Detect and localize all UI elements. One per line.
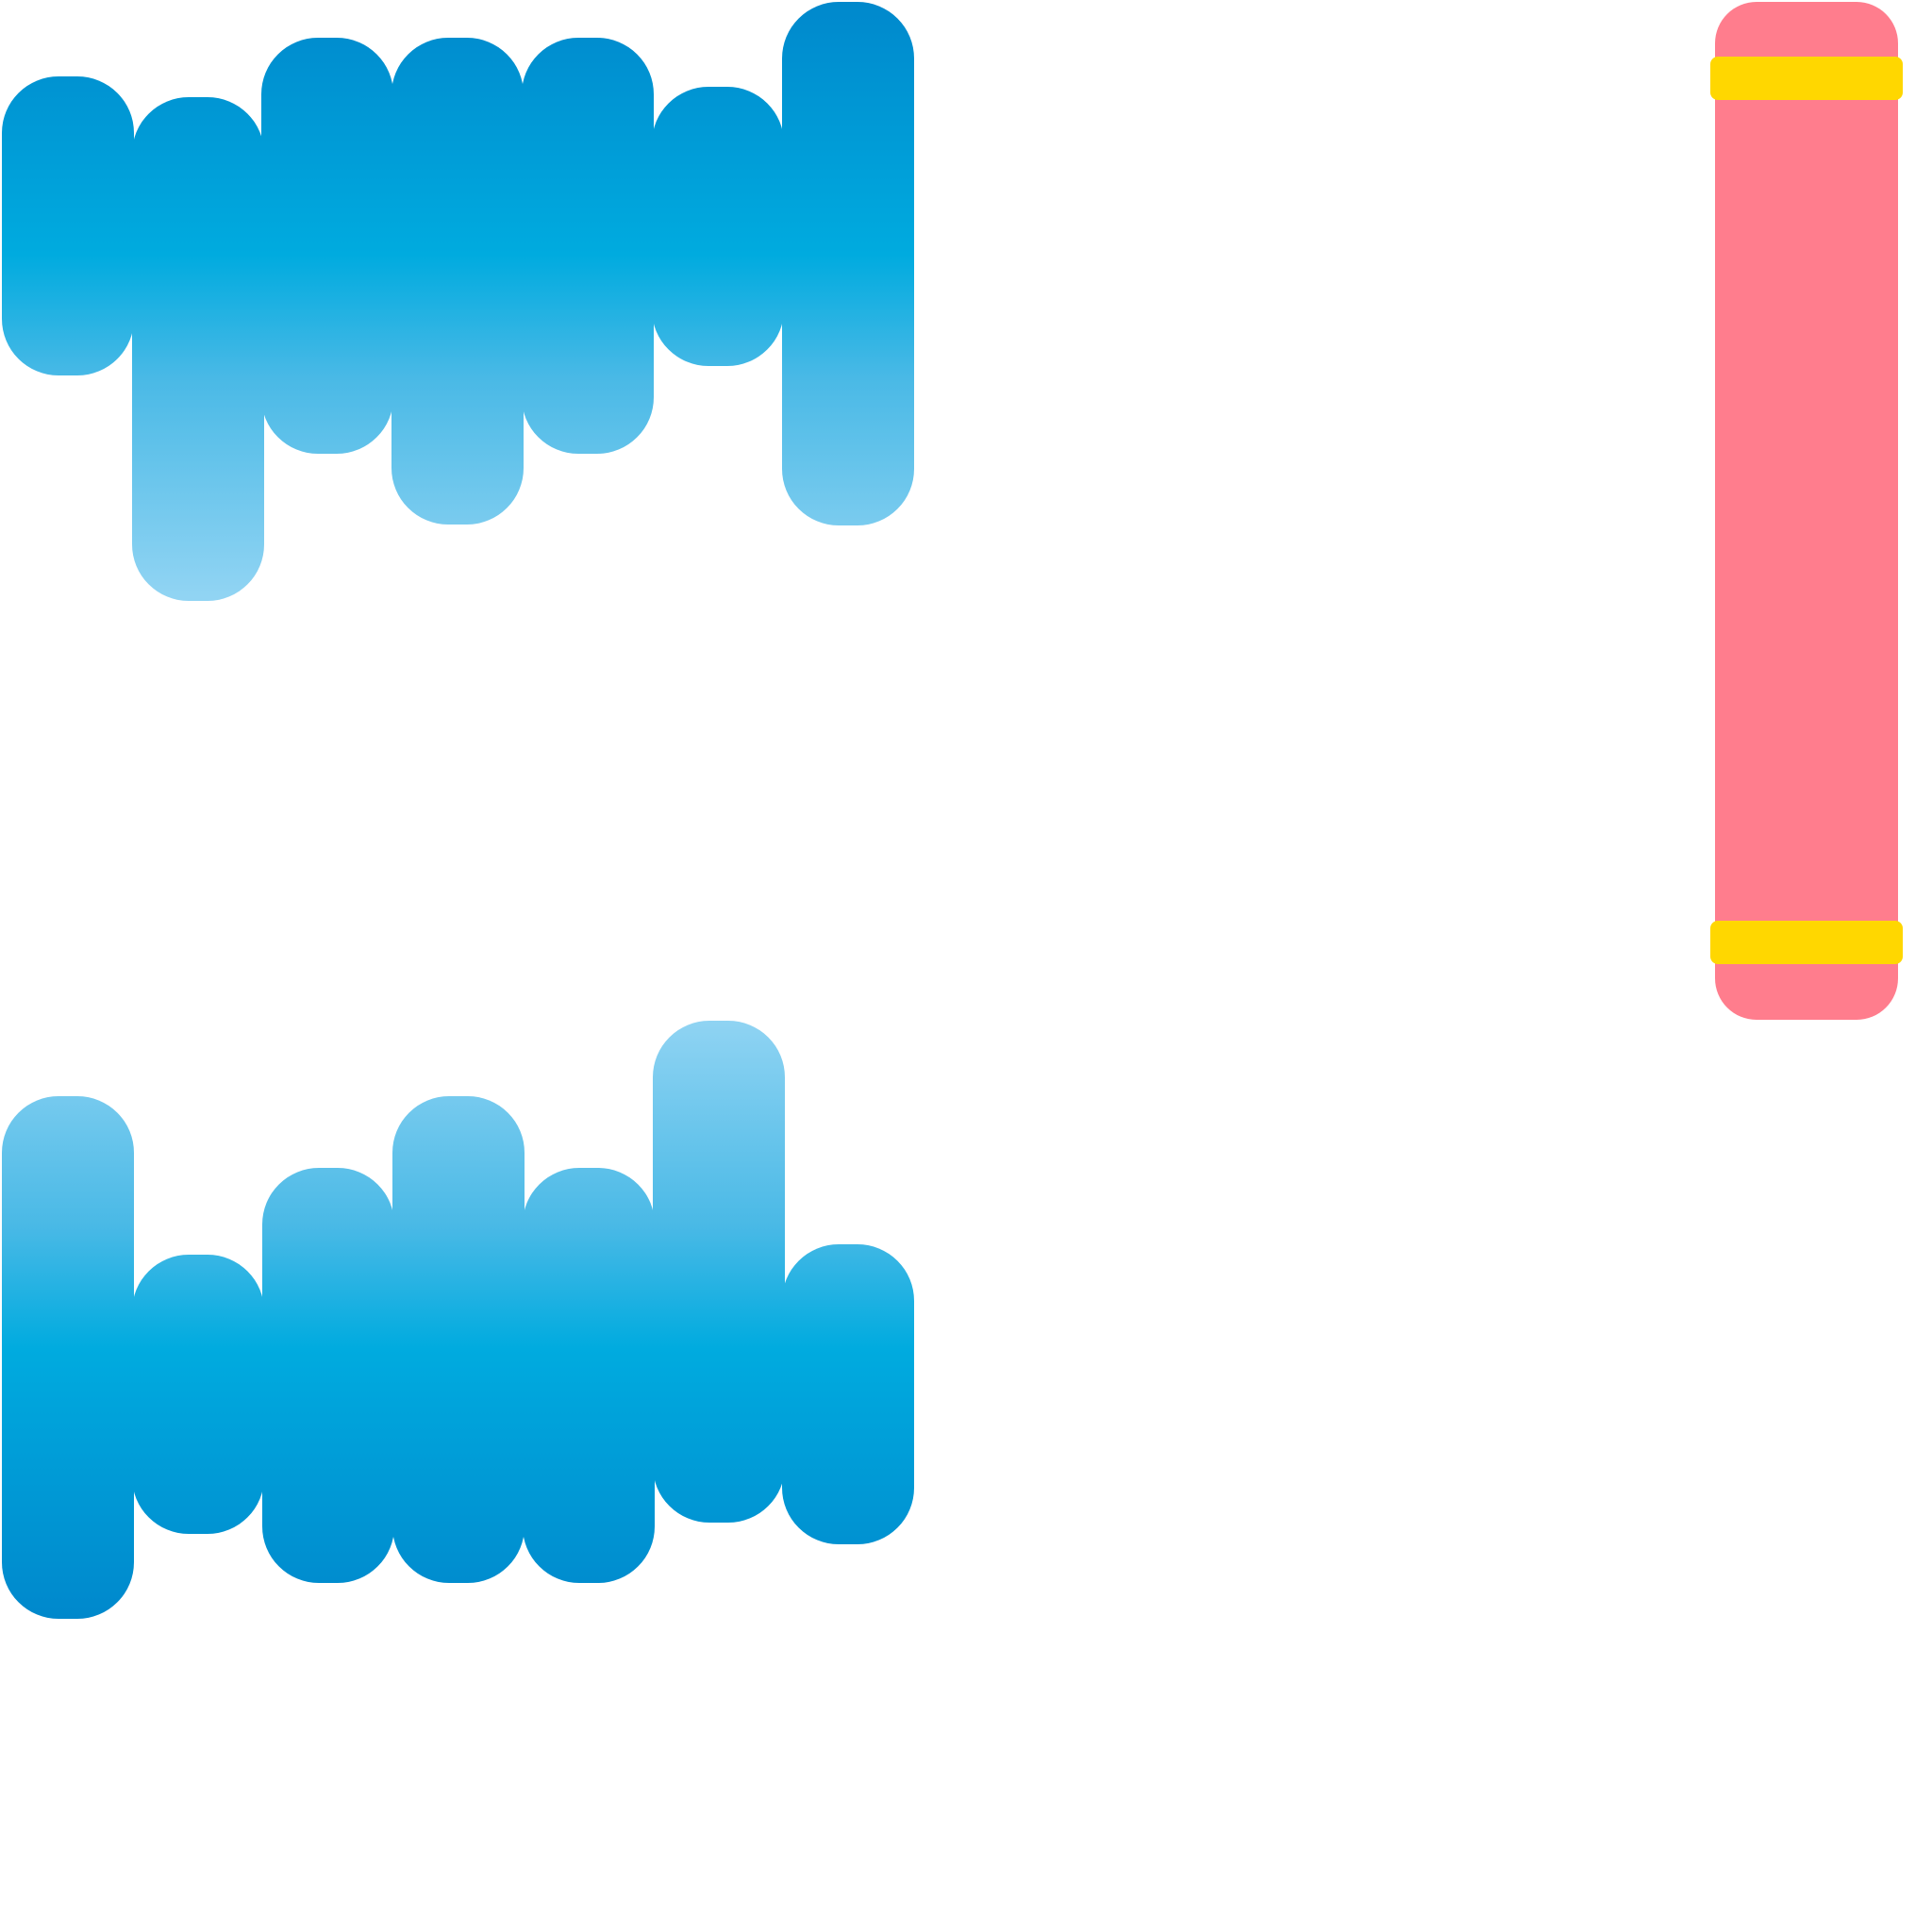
side-pill-band-bottom — [1710, 921, 1903, 964]
side-pill-band-top — [1710, 57, 1903, 100]
bottom-bar-3 — [262, 1168, 394, 1583]
top-bar-6 — [652, 87, 784, 366]
top-bar-5 — [522, 38, 654, 454]
top-bar-3 — [261, 38, 393, 454]
bottom-bar-4 — [392, 1096, 525, 1583]
top-bar-4 — [391, 38, 524, 525]
top-bar-1 — [2, 76, 134, 375]
top-bar-2 — [132, 97, 264, 601]
bottom-bar-6 — [653, 1021, 785, 1523]
bottom-bar-7 — [782, 1244, 914, 1544]
side-pill — [1715, 2, 1898, 1020]
bottom-bar-5 — [523, 1168, 655, 1583]
bottom-bar-2 — [132, 1255, 264, 1534]
top-bar-7 — [782, 2, 914, 525]
bottom-bar-1 — [2, 1096, 134, 1619]
